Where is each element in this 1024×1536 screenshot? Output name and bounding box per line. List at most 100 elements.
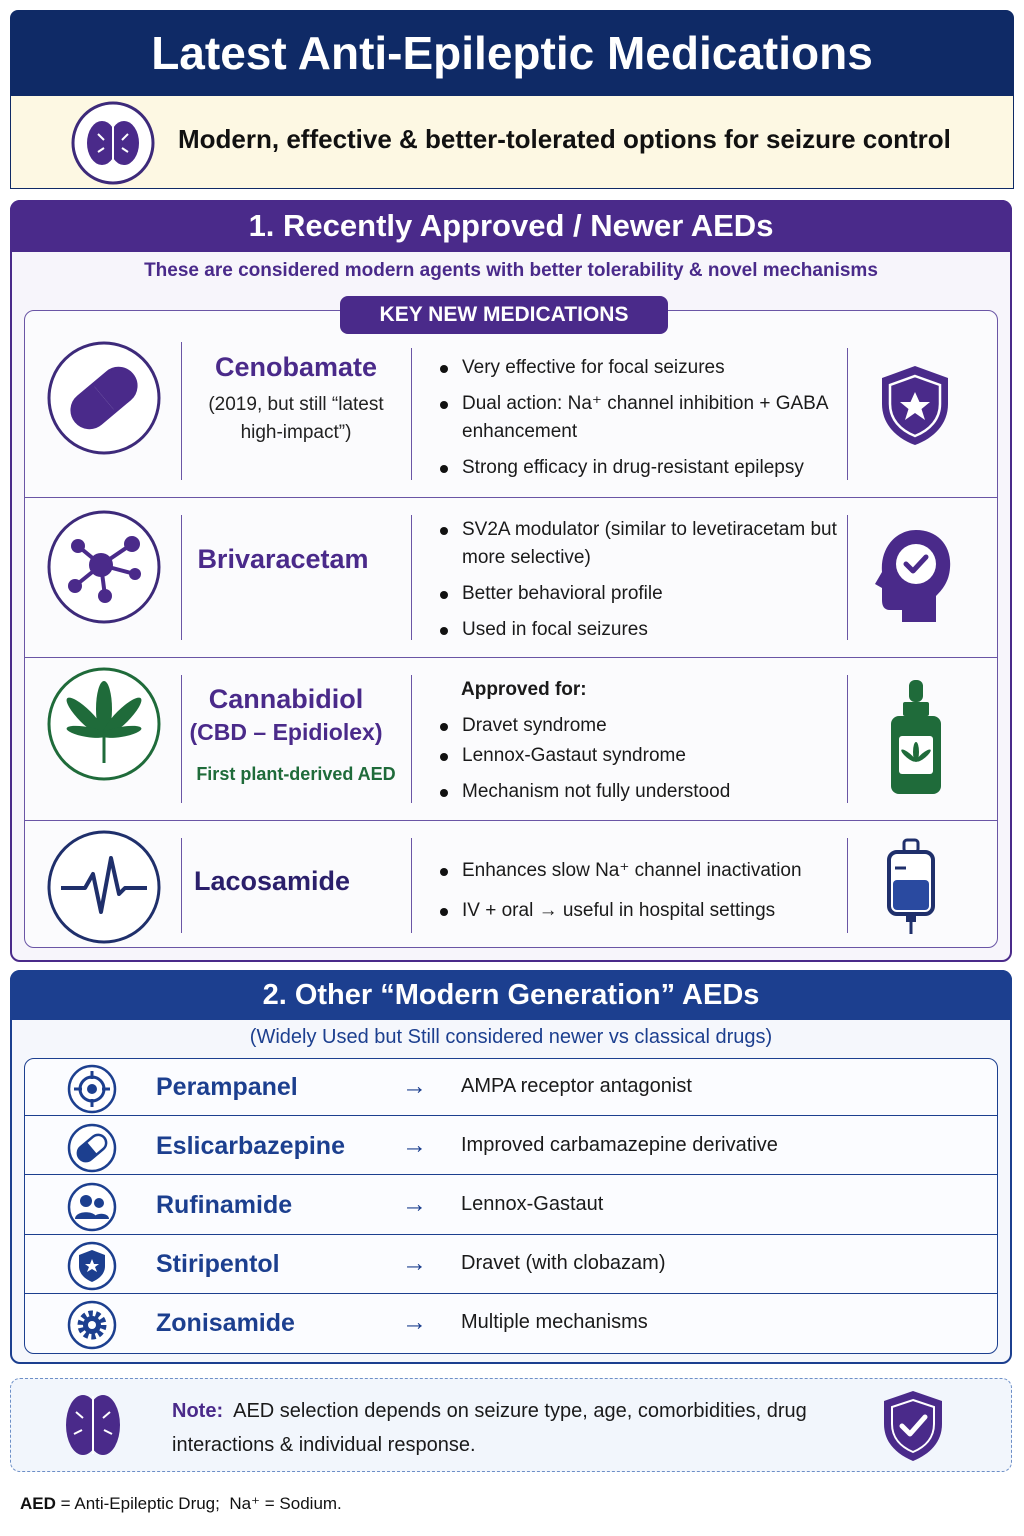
iv-bag-icon-part	[906, 914, 916, 922]
divider	[411, 515, 412, 640]
footer-definition: = Sodium.	[264, 1494, 342, 1513]
divider	[847, 348, 848, 480]
bullet: Very effective for focal seizures	[440, 354, 840, 382]
leaf-icon	[47, 667, 161, 781]
divider	[411, 838, 412, 933]
drug-name: Lacosamide	[193, 866, 351, 896]
bullet: Better behavioral profile	[440, 580, 840, 608]
molecule-icon-part-part	[98, 589, 112, 603]
drug-tagline: First plant-derived AED	[196, 764, 396, 784]
brain-icon-part	[87, 121, 117, 165]
drug-label: Cannabidiol (CBD – Epidiolex) First plan…	[185, 684, 407, 785]
drug-description: Improved carbamazepine derivative	[461, 1134, 778, 1156]
people-icon-part	[80, 1195, 92, 1207]
arrow: →	[402, 1249, 427, 1277]
oil-bottle-icon-part	[903, 702, 929, 716]
list-heading: Approved for:	[461, 679, 587, 700]
row-separator	[24, 1174, 998, 1175]
bullet: SV2A modulator (similar to levetiracetam…	[440, 516, 840, 572]
divider	[847, 675, 848, 803]
target-icon	[67, 1064, 117, 1114]
bullet: Lennox-Gastaut syndrome	[440, 742, 840, 770]
arrow: →	[402, 1131, 427, 1159]
heartbeat-icon-part	[61, 856, 147, 914]
molecule-icon-part-part	[71, 539, 85, 553]
oil-bottle-icon-part-part	[916, 749, 931, 762]
shield-check-icon-part	[899, 1414, 928, 1437]
pill-icon	[47, 341, 161, 455]
pill-icon-part	[76, 1133, 108, 1163]
table-row: Eslicarbazepine → Improved carbamazepine…	[24, 1117, 998, 1176]
section2-title: 2. Other “Modern Generation” AEDs	[10, 970, 1012, 1020]
bullet-list: Dravet syndrome Lennox-Gastaut syndrome …	[440, 712, 840, 814]
section1-panel	[24, 310, 998, 948]
row-separator	[24, 657, 998, 658]
drug-name: Zonisamide	[156, 1309, 295, 1337]
table-row: Zonisamide → Multiple mechanisms	[24, 1294, 998, 1353]
row-separator	[24, 497, 998, 498]
divider	[847, 838, 848, 933]
note-box	[10, 1378, 1012, 1472]
divider	[411, 675, 412, 803]
molecule-icon-part-part	[124, 536, 140, 552]
footer-abbr: AED	[20, 1494, 56, 1513]
gear-icon	[67, 1300, 117, 1350]
section1-intro: These are considered modern agents with …	[144, 260, 878, 281]
shield-star-icon-part	[888, 374, 942, 438]
arrow: →	[402, 1190, 427, 1218]
bullet: Dravet syndrome	[440, 712, 840, 740]
shield-icon-part	[85, 1259, 99, 1272]
shield-star-icon	[882, 366, 948, 445]
shield-check-icon-part	[891, 1398, 935, 1454]
bullet: Enhances slow Na⁺ channel inactivation	[440, 857, 840, 885]
molecule-icon	[47, 510, 161, 624]
leaf-icon-part	[66, 681, 142, 738]
brain-icon-part	[86, 1395, 120, 1455]
table-row: Rufinamide → Lennox-Gastaut	[24, 1176, 998, 1235]
drug-name: Cenobamate	[214, 352, 378, 382]
target-icon-part	[87, 1084, 97, 1094]
pill-icon-part	[70, 366, 138, 430]
brain-icon-part	[97, 122, 129, 164]
shield-icon	[67, 1241, 117, 1291]
brain-icon-part	[73, 1396, 113, 1454]
head-check-icon	[875, 530, 951, 622]
target-icon-part	[74, 1071, 110, 1107]
divider	[181, 675, 182, 803]
oil-bottle-icon	[891, 680, 941, 794]
row-separator	[24, 820, 998, 821]
drug-label: Lacosamide	[185, 866, 359, 897]
pill-icon-part-part	[77, 1141, 98, 1162]
divider	[181, 838, 182, 933]
drug-name: Eslicarbazepine	[156, 1132, 345, 1160]
molecule-icon-part-part	[129, 568, 141, 580]
divider	[181, 515, 182, 640]
drug-detail: (2019, but still “latest high-impact”)	[208, 394, 384, 443]
oil-bottle-icon-part-part	[901, 749, 916, 762]
divider	[181, 342, 182, 480]
footer-abbr: Na⁺	[229, 1494, 261, 1513]
iv-bag-icon	[887, 838, 935, 934]
people-icon-part	[93, 1213, 109, 1219]
subtitle-band	[10, 95, 1014, 189]
brain-icon	[66, 1395, 120, 1455]
divider	[411, 348, 412, 480]
drug-name: Perampanel	[156, 1073, 298, 1101]
section2-subtitle: (Widely Used but Still considered newer …	[249, 1026, 773, 1048]
gear-icon-part	[88, 1321, 96, 1329]
drug-detail: (CBD – Epidiolex)	[189, 719, 383, 745]
footer-definition: = Anti-Epileptic Drug;	[60, 1494, 220, 1513]
bullet: IV + oral → useful in hospital settings	[440, 897, 840, 925]
pill-icon	[67, 1123, 117, 1173]
leaf-icon-part-part	[66, 697, 105, 736]
drug-description: Multiple mechanisms	[461, 1311, 648, 1333]
gear-icon-part	[77, 1310, 107, 1340]
bullet-list: Very effective for focal seizures Dual a…	[440, 354, 840, 490]
row-separator	[24, 1234, 998, 1235]
bullet: Strong efficacy in drug-resistant epilep…	[440, 454, 840, 482]
drug-description: Lennox-Gastaut	[461, 1193, 604, 1215]
bullet-list: SV2A modulator (similar to levetiracetam…	[440, 516, 840, 652]
shield-star-icon-part	[900, 392, 930, 420]
drug-description: Dravet (with clobazam)	[461, 1252, 666, 1274]
